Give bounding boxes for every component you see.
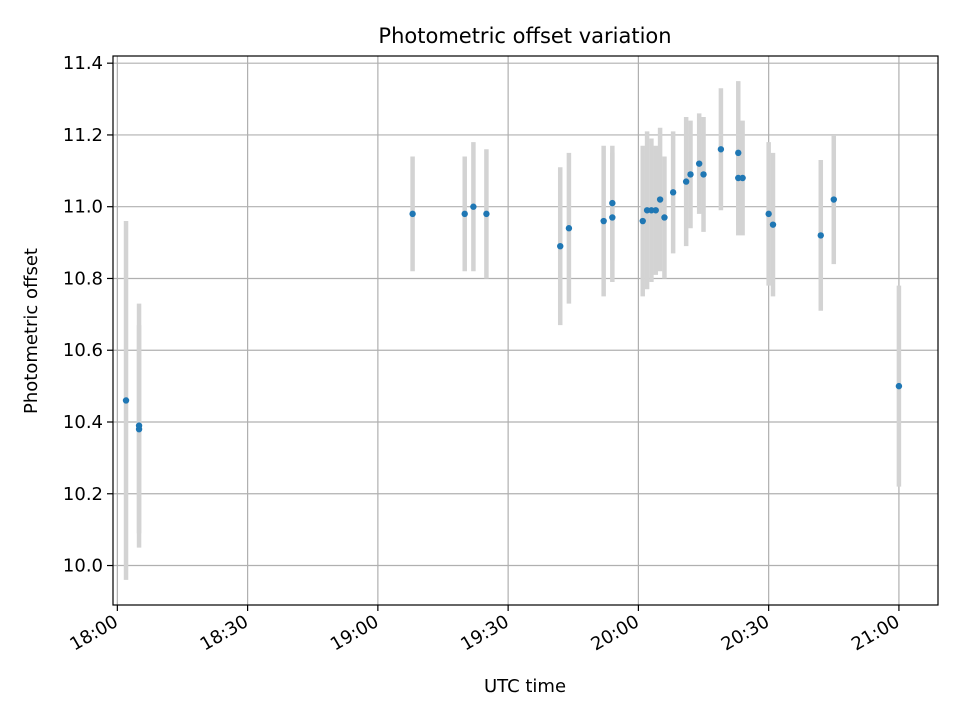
data-point	[687, 171, 694, 178]
y-tick-label: 11.4	[63, 53, 103, 74]
data-point	[557, 242, 564, 250]
data-point	[769, 221, 777, 228]
data-point	[817, 232, 824, 239]
data-point	[695, 160, 703, 167]
data-point	[565, 225, 573, 232]
y-tick-label: 11.2	[63, 125, 103, 146]
data-point	[717, 146, 725, 153]
data-point	[700, 171, 707, 178]
data-point	[639, 217, 646, 225]
data-point	[609, 199, 616, 207]
data-point	[122, 397, 130, 404]
data-point	[135, 422, 143, 429]
data-point	[739, 174, 746, 182]
data-point	[656, 196, 664, 203]
y-tick-label: 10.6	[63, 340, 103, 361]
data-point	[661, 214, 668, 221]
y-axis-ticks: 10.0 10.2 10.4 10.6 10.8 11.0 11.2 11.4	[63, 53, 113, 577]
data-point	[895, 382, 903, 390]
data-points	[122, 146, 903, 433]
y-tick-label: 10.4	[63, 412, 103, 433]
data-point	[682, 178, 690, 185]
y-tick-label: 10.8	[63, 268, 103, 289]
data-point	[735, 149, 742, 157]
x-axis-title: UTC time	[484, 676, 566, 697]
y-tick-label: 11.0	[63, 197, 103, 218]
y-tick-label: 10.0	[63, 556, 103, 577]
data-point	[765, 210, 772, 218]
data-point	[609, 214, 616, 221]
data-point	[600, 217, 607, 225]
data-point	[461, 210, 468, 218]
y-tick-label: 10.2	[63, 484, 103, 505]
chart-title: Photometric offset variation	[378, 24, 671, 48]
plot-frame	[112, 55, 939, 606]
y-axis-title: Photometric offset	[21, 248, 42, 414]
data-point	[652, 207, 659, 214]
data-point	[409, 210, 416, 218]
data-point	[470, 203, 477, 210]
data-point	[830, 196, 837, 203]
data-point	[669, 189, 677, 196]
data-point	[483, 210, 490, 218]
